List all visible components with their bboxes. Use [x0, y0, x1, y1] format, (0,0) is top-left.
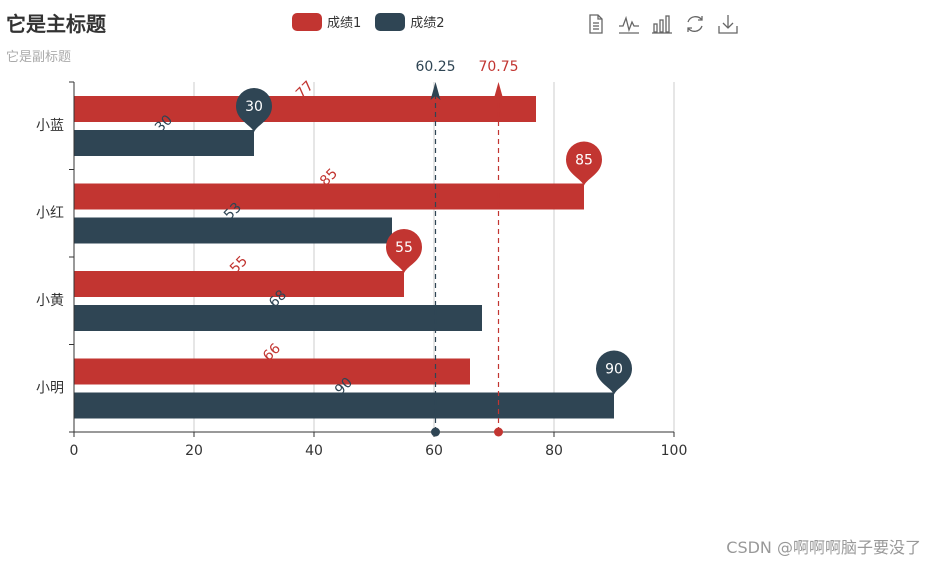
y-tick-label: 小红 [36, 205, 64, 221]
legend-label-series2: 成绩2 [410, 16, 445, 31]
legend-label-series1: 成绩1 [327, 16, 362, 31]
average-line-arrow [430, 82, 441, 100]
watermark: CSDN @啊啊啊脑子要没了 [726, 538, 921, 557]
mark-point-pin [236, 88, 272, 132]
mark-point-label: 85 [575, 153, 593, 169]
bar-1 [74, 96, 536, 122]
x-tick-label: 100 [661, 443, 688, 459]
x-tick-label: 20 [185, 443, 203, 459]
chart-subtitle: 它是副标题 [6, 50, 72, 65]
x-tick-label: 80 [545, 443, 563, 459]
average-line-label: 70.75 [478, 59, 518, 75]
data-view-icon[interactable] [585, 13, 607, 35]
average-line-end-dot [431, 427, 440, 437]
y-tick-label: 小黄 [36, 292, 64, 309]
bar-2 [74, 392, 614, 419]
mark-point-label: 55 [395, 240, 413, 256]
x-tick-label: 40 [305, 443, 323, 459]
line-chart-icon[interactable] [618, 13, 640, 35]
chart-title: 它是主标题 [6, 12, 106, 36]
x-tick-label: 60 [425, 443, 443, 459]
legend: 成绩1 成绩2 [292, 12, 445, 31]
x-tick-label: 0 [70, 443, 79, 459]
mark-point-pin [566, 141, 602, 186]
average-line-arrow [493, 82, 504, 100]
mark-point-label: 30 [245, 99, 263, 115]
bar-2 [74, 217, 392, 244]
bar-1 [74, 271, 404, 297]
toolbox [585, 13, 739, 35]
bar-chart-icon[interactable] [651, 13, 673, 35]
mark-point-label: 90 [605, 362, 623, 378]
average-line-end-dot [494, 427, 503, 437]
legend-swatch-series1 [292, 12, 322, 31]
mark-point-pin [596, 350, 632, 395]
legend-item-series2[interactable]: 成绩2 [375, 12, 445, 31]
restore-icon[interactable] [684, 13, 706, 35]
mark-point-pin [386, 229, 422, 273]
legend-item-series1[interactable]: 成绩1 [292, 12, 361, 31]
legend-swatch-series2 [375, 12, 406, 31]
bar-2 [74, 305, 482, 331]
average-line-label: 60.25 [415, 59, 455, 75]
y-tick-label: 小蓝 [36, 118, 64, 134]
save-image-icon[interactable] [717, 13, 739, 35]
bar-2 [74, 130, 254, 156]
bar-1 [74, 358, 470, 385]
y-tick-label: 小明 [36, 380, 64, 396]
